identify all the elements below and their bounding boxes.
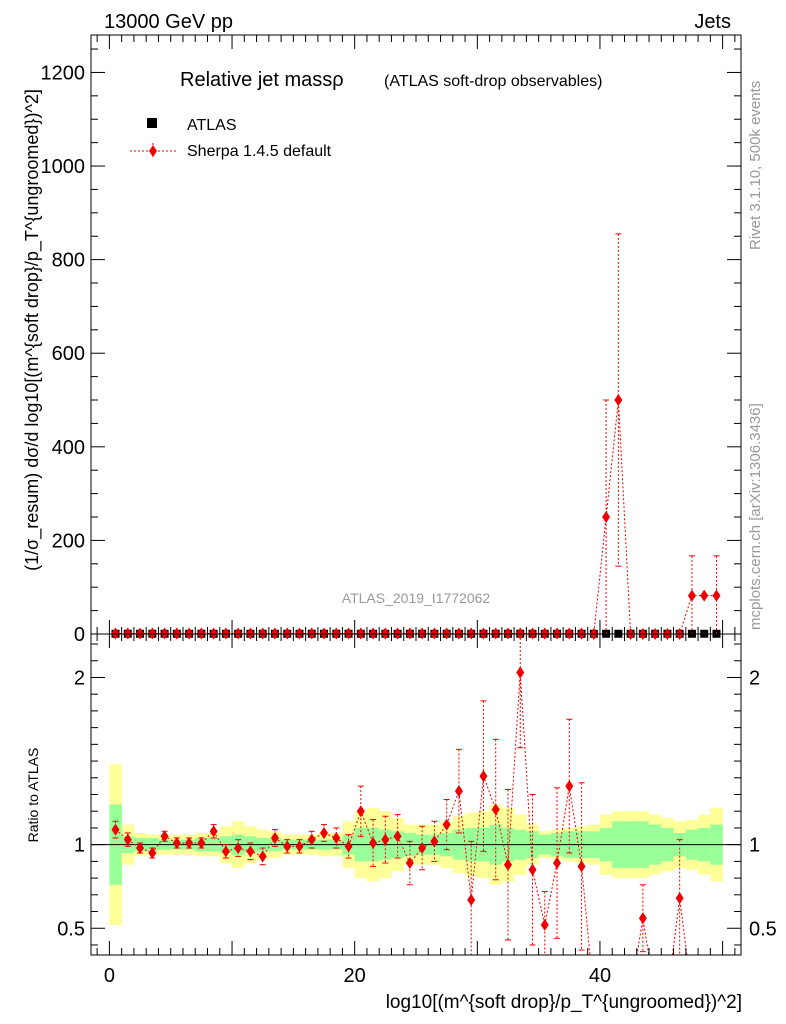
- legend-sherpa-label: Sherpa 1.4.5 default: [187, 143, 332, 160]
- sherpa-point: [602, 511, 611, 524]
- main-ytick-label: 800: [52, 250, 85, 272]
- sherpa-ratio-point: [467, 893, 476, 906]
- sherpa-ratio-point: [393, 830, 402, 843]
- sherpa-ratio-point: [491, 803, 500, 816]
- sherpa-ratio-point: [503, 858, 512, 871]
- chart-subtitle: (ATLAS soft-drop observables): [384, 73, 602, 90]
- main-ytick-label: 400: [52, 437, 85, 459]
- ratio-ytick-label-right: 0.5: [749, 918, 777, 940]
- legend-sherpa-marker: [149, 145, 157, 157]
- sherpa-ratio-point: [381, 833, 390, 846]
- analysis-id: ATLAS_2019_I1772062: [342, 590, 491, 606]
- main-marks: [111, 233, 721, 640]
- ratio-ytick-label: 0.5: [57, 918, 85, 940]
- sherpa-ratio-point: [577, 860, 586, 873]
- sherpa-ratio-point: [295, 840, 304, 853]
- main-ytick-label: 200: [52, 530, 85, 552]
- xtick-label: 20: [344, 965, 366, 987]
- sherpa-ratio-point: [344, 840, 353, 853]
- main-ytick-label: 0: [74, 624, 85, 646]
- sherpa-ratio-point: [528, 863, 537, 876]
- sherpa-ratio-line: [115, 672, 688, 955]
- sherpa-ratio-point: [172, 836, 181, 849]
- sherpa-ratio-point: [638, 912, 647, 925]
- sherpa-ratio-point: [160, 830, 169, 843]
- sherpa-ratio-point: [356, 805, 365, 818]
- sherpa-ratio-point: [221, 845, 230, 858]
- sherpa-ratio-point: [320, 826, 329, 839]
- ratio-ylabel: Ratio to ATLAS: [25, 748, 41, 843]
- sherpa-ratio-point: [675, 892, 684, 905]
- sherpa-ratio-point: [258, 850, 267, 863]
- main-ytick-label: 600: [52, 343, 85, 365]
- legend-atlas-marker: [147, 118, 157, 128]
- sherpa-ratio-point: [136, 842, 145, 854]
- ratio-ytick-label: 2: [74, 667, 85, 689]
- sherpa-point: [687, 589, 696, 602]
- sherpa-point: [712, 589, 721, 602]
- sherpa-ratio-point: [283, 840, 292, 853]
- sherpa-ratio-point: [442, 818, 451, 831]
- sherpa-ratio-point: [246, 845, 255, 858]
- sherpa-ratio-point: [565, 780, 574, 793]
- main-ytick-label: 1000: [41, 156, 86, 178]
- sherpa-ratio-point: [148, 847, 157, 860]
- sherpa-ratio-point: [270, 831, 279, 844]
- xlabel: log10[(m^{soft drop}/p_T^{ungroomed})^2]: [386, 992, 742, 1013]
- sherpa-ratio-point: [553, 857, 562, 870]
- ratio-ytick-label-right: 2: [749, 667, 760, 689]
- sherpa-ratio-point: [430, 835, 439, 848]
- sherpa-point: [614, 394, 623, 407]
- sherpa-ratio-point: [197, 836, 206, 849]
- sherpa-ratio-point: [185, 836, 194, 849]
- sherpa-ratio-point: [540, 918, 549, 931]
- sherpa-ratio-point: [418, 842, 427, 854]
- ratio-marks: [111, 633, 688, 956]
- sherpa-point: [700, 589, 709, 602]
- sherpa-ratio-point: [369, 836, 378, 849]
- legend-atlas-label: ATLAS: [187, 117, 237, 134]
- sherpa-ratio-point: [405, 857, 414, 870]
- energy-label: 13000 GeV pp: [104, 11, 233, 33]
- sherpa-ratio-point: [454, 785, 463, 798]
- source-label: mcplots.cern.ch [arXiv:1306.3436]: [747, 403, 764, 630]
- main-ylabel: (1/σ_resum) dσ/d log10[(m^{soft drop}/p_…: [22, 89, 43, 571]
- chart-title: Relative jet massρ: [180, 69, 344, 91]
- sherpa-ratio-point: [209, 825, 218, 838]
- ratio-ytick-label: 1: [74, 835, 85, 857]
- sherpa-ratio-point: [332, 831, 341, 844]
- rivet-label: Rivet 3.1.10, 500k events: [747, 81, 764, 250]
- sherpa-ratio-point: [479, 770, 488, 783]
- sherpa-ratio-point: [516, 666, 525, 679]
- sherpa-ratio-point: [307, 833, 316, 846]
- main-ytick-label: 1200: [41, 62, 86, 84]
- sherpa-ratio-point: [234, 842, 243, 854]
- xtick-label: 0: [104, 965, 115, 987]
- sherpa-ratio-point: [123, 833, 132, 846]
- ratio-ytick-label-right: 1: [749, 835, 760, 857]
- axes: 0 200 400 600 800 1000 1200 0 20 40 0.5 0.5 1 1 2 2: [41, 34, 777, 987]
- xtick-label: 40: [589, 965, 611, 987]
- ratio-frame: [90, 633, 742, 956]
- category-label: Jets: [694, 11, 731, 33]
- sherpa-ratio-point: [111, 823, 120, 836]
